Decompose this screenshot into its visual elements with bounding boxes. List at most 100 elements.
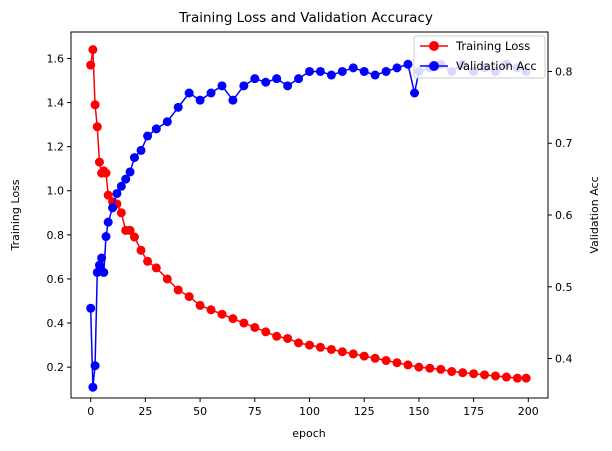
legend-label-training-loss: Training Loss: [455, 39, 530, 53]
point-validation-acc-1: [88, 382, 98, 392]
point-training-loss-39: [392, 358, 402, 368]
point-validation-acc-17: [151, 124, 161, 134]
point-validation-acc-23: [217, 81, 227, 91]
point-validation-acc-7: [101, 232, 111, 242]
point-validation-acc-28: [272, 74, 282, 84]
point-training-loss-15: [136, 245, 146, 255]
point-training-loss-20: [184, 292, 194, 302]
y-left-axis-ticks: 0.2 0.4 0.6 0.8 1.0 1.2 1.4 1.6: [47, 52, 71, 374]
point-validation-acc-29: [283, 81, 293, 91]
y-right-tick-label-2: 0.6: [555, 209, 573, 222]
point-validation-acc-25: [239, 81, 249, 91]
y-left-tick-label-5: 1.2: [47, 141, 65, 154]
point-training-loss-23: [217, 309, 227, 319]
point-training-loss-29: [283, 333, 293, 343]
point-validation-acc-40: [403, 59, 413, 69]
point-validation-acc-18: [162, 117, 172, 127]
point-validation-acc-36: [359, 66, 369, 76]
point-validation-acc-21: [195, 95, 205, 105]
point-training-loss-8: [103, 190, 113, 200]
series-layer: [86, 45, 531, 392]
point-validation-acc-3: [92, 267, 102, 277]
y-left-tick-label-4: 1.0: [47, 185, 65, 198]
x-axis-label: epoch: [292, 427, 326, 440]
point-validation-acc-22: [206, 88, 216, 98]
point-training-loss-45: [458, 368, 468, 378]
point-validation-acc-4: [94, 260, 104, 270]
point-training-loss-42: [425, 363, 435, 373]
point-training-loss-49: [501, 372, 511, 382]
point-validation-acc-35: [348, 63, 358, 73]
point-training-loss-30: [294, 338, 304, 348]
point-training-loss-22: [206, 305, 216, 315]
x-tick-label-2: 50: [193, 405, 207, 418]
x-tick-label-8: 200: [518, 405, 539, 418]
point-training-loss-1: [88, 45, 98, 55]
series-line-validation-acc: [89, 63, 527, 388]
y-right-tick-label-3: 0.7: [555, 137, 573, 150]
point-training-loss-28: [272, 331, 282, 341]
y-right-tick-label-4: 0.8: [555, 65, 573, 78]
point-training-loss-36: [359, 351, 369, 361]
point-validation-acc-11: [116, 181, 126, 191]
point-training-loss-33: [326, 344, 336, 354]
y-right-tick-label-1: 0.5: [555, 281, 573, 294]
y-right-tick-label-0: 0.4: [555, 353, 573, 366]
point-training-loss-25: [239, 318, 249, 328]
point-training-loss-4: [94, 157, 104, 167]
point-training-loss-2: [90, 100, 100, 110]
point-validation-acc-33: [326, 70, 336, 80]
point-training-loss-27: [261, 327, 271, 337]
y-right-axis-label: Validation Acc: [588, 176, 601, 253]
point-training-loss-26: [250, 322, 260, 332]
point-validation-acc-19: [173, 102, 183, 112]
point-training-loss-51: [521, 373, 531, 383]
y-left-tick-label-3: 0.8: [47, 229, 65, 242]
point-training-loss-18: [162, 274, 172, 284]
point-validation-acc-27: [261, 77, 271, 87]
point-validation-acc-30: [294, 74, 304, 84]
point-validation-acc-10: [112, 188, 122, 198]
point-validation-acc-5: [97, 253, 107, 263]
y-left-tick-label-1: 0.4: [47, 317, 65, 330]
point-validation-acc-41: [410, 88, 420, 98]
y-left-tick-label-6: 1.4: [47, 97, 65, 110]
x-tick-label-3: 75: [248, 405, 262, 418]
point-training-loss-43: [436, 364, 446, 374]
point-validation-acc-31: [305, 66, 314, 76]
point-training-loss-44: [447, 367, 457, 377]
series-line-training-loss: [89, 49, 527, 379]
point-validation-acc-34: [337, 66, 347, 76]
point-training-loss-31: [305, 340, 314, 350]
point-training-loss-47: [480, 370, 490, 380]
point-training-loss-11: [116, 208, 126, 218]
point-training-loss-32: [315, 342, 325, 352]
point-validation-acc-39: [392, 63, 402, 73]
legend-marker-validation-acc: [429, 61, 439, 71]
point-training-loss-0: [86, 60, 96, 70]
chart-title: Training Loss and Validation Accuracy: [178, 10, 433, 26]
y-left-tick-label-0: 0.2: [47, 361, 65, 374]
point-validation-acc-38: [381, 66, 391, 76]
point-training-loss-17: [151, 263, 161, 273]
point-training-loss-21: [195, 300, 205, 310]
point-training-loss-46: [469, 369, 479, 379]
point-training-loss-48: [490, 371, 500, 381]
y-left-tick-label-2: 0.6: [47, 273, 65, 286]
point-training-loss-24: [228, 314, 238, 324]
point-training-loss-7: [101, 168, 111, 178]
x-axis-ticks: 0 25 50 75 100 125 150 175 200: [87, 398, 539, 418]
point-validation-acc-15: [136, 145, 146, 155]
legend-label-validation-acc: Validation Acc: [456, 59, 537, 73]
point-training-loss-14: [129, 232, 139, 242]
x-tick-label-7: 175: [463, 405, 484, 418]
point-validation-acc-14: [129, 153, 139, 163]
point-training-loss-41: [414, 362, 424, 372]
point-validation-acc-16: [143, 131, 153, 141]
point-validation-acc-0: [86, 303, 96, 313]
point-training-loss-13: [125, 225, 135, 235]
y-left-axis-label: Training Loss: [9, 179, 22, 251]
x-tick-label-5: 125: [354, 405, 375, 418]
point-validation-acc-32: [315, 66, 325, 76]
